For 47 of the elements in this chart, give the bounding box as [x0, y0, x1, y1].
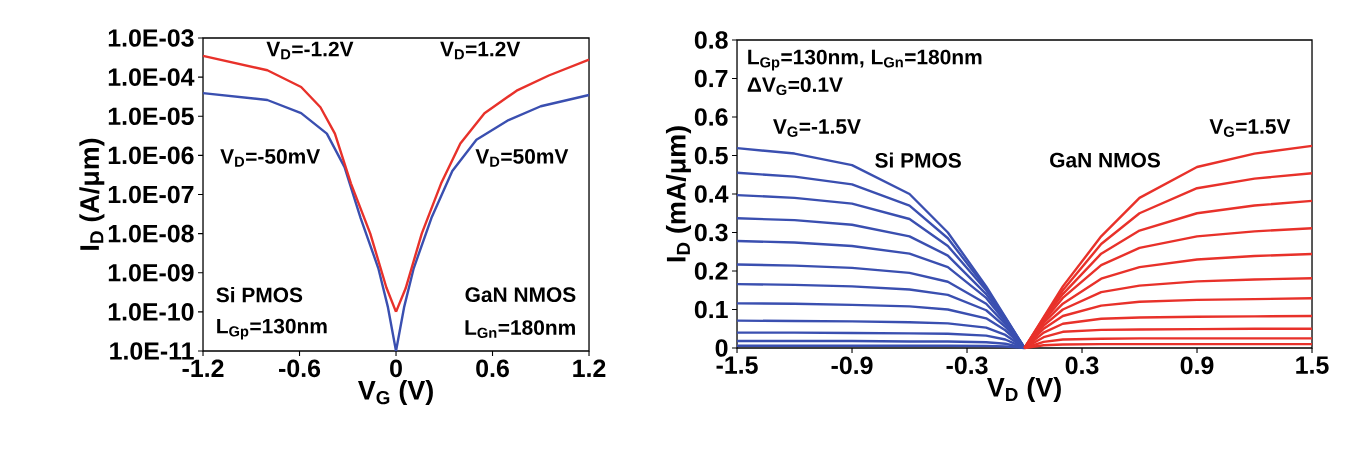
y-tick-label: 0.1 — [694, 300, 728, 319]
x-tick-label: 1.5 — [1296, 356, 1329, 374]
x-tick-label: -1.2 — [182, 359, 224, 377]
x-axis-title: V$_{D}$ (V) — [987, 377, 1061, 403]
y-tick-label: 1.0E-03 — [108, 29, 194, 47]
y-tick-label: 1.0E-06 — [108, 146, 194, 165]
y-tick-label: 1.0E-04 — [108, 68, 195, 86]
y-tick-label: 0 — [715, 339, 728, 357]
x-tick-label: 1.2 — [573, 359, 606, 377]
annotation: L$_{Gp}$=130nm, L$_{Gn}$=180nm — [748, 49, 982, 71]
y-tick-label: 0.3 — [694, 223, 728, 242]
y-tick-label: 1.0E-10 — [108, 303, 194, 321]
y-tick-label: 0.2 — [694, 262, 728, 280]
x-tick-label: 0.3 — [1065, 356, 1099, 375]
y-tick-label: 1.0E-05 — [108, 107, 194, 126]
annotation: GaN NMOS — [465, 287, 576, 303]
y-tick-label: 0.6 — [694, 108, 728, 126]
annotation: L$_{Gp}$=130nm — [217, 318, 327, 340]
y-tick-label: 0.8 — [694, 31, 728, 49]
y-tick-label: 1.0E-08 — [108, 224, 194, 243]
y-tick-label: 0.7 — [694, 69, 728, 88]
annotation: V$_{G}$=1.5V — [1209, 119, 1291, 137]
y-tick-label: 1.0E-09 — [108, 263, 194, 282]
x-tick-label: 0 — [390, 359, 402, 378]
annotation: ΔV$_{G}$=0.1V — [747, 77, 843, 96]
annotation: Si PMOS — [216, 286, 303, 303]
annotation: V$_{D}$=1.2V — [440, 41, 521, 60]
y-tick-label: 0.5 — [694, 146, 728, 165]
annotation: L$_{Gn}$=180nm — [465, 320, 575, 339]
x-tick-label: 0.9 — [1180, 356, 1214, 375]
annotation: V$_{G}$=-1.5V — [773, 119, 861, 137]
x-tick-label: -0.9 — [831, 356, 873, 375]
y-tick-label: 1.0E-07 — [108, 185, 194, 204]
y-tick-label: 0.4 — [694, 185, 729, 203]
annotation: GaN NMOS — [1050, 152, 1160, 168]
annotation: V$_{D}$=50mV — [475, 149, 569, 167]
y-tick-label: 1.0E-11 — [110, 342, 194, 360]
y-axis-title: I$_{D}$ (A/μm) — [79, 138, 105, 250]
x-tick-label: -1.5 — [716, 356, 758, 374]
y-axis-title: I$_{D}$ (mA/μm) — [665, 126, 692, 262]
annotation: Si PMOS — [875, 152, 961, 168]
x-tick-label: 0.6 — [476, 359, 509, 378]
x-axis-title: V$_{G}$ (V) — [358, 379, 433, 406]
annotation: V$_{D}$=-1.2V — [266, 41, 354, 60]
x-tick-label: -0.3 — [946, 356, 988, 375]
x-tick-label: -0.6 — [279, 359, 321, 378]
annotation: V$_{D}$=-50mV — [220, 149, 321, 167]
